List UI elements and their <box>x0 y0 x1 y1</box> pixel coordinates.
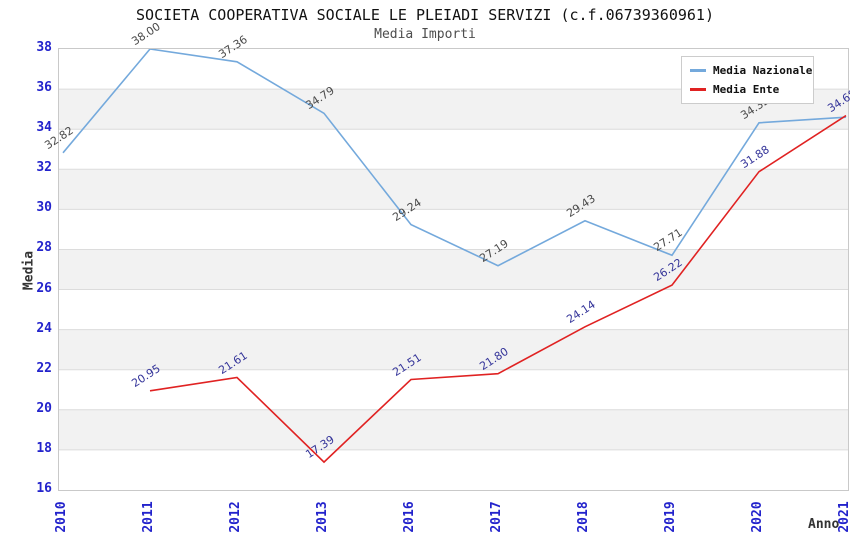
legend-label: Media Ente <box>713 83 780 96</box>
grid-band <box>59 169 848 210</box>
legend-label: Media Nazionale <box>713 64 813 77</box>
grid-band <box>59 409 848 450</box>
x-tick-label: 2010 <box>54 501 69 533</box>
y-tick-label: 34 <box>36 120 52 136</box>
x-tick-label: 2021 <box>837 501 850 533</box>
x-tick-label: 2019 <box>663 501 678 533</box>
y-tick-label: 16 <box>36 481 52 496</box>
legend-item-media-ente: Media Ente <box>682 80 813 99</box>
x-tick-label: 2011 <box>141 501 156 533</box>
y-tick-label: 28 <box>36 240 52 256</box>
y-tick-label: 22 <box>36 360 52 376</box>
chart-canvas <box>59 49 848 464</box>
y-tick-label: 24 <box>36 320 52 336</box>
y-tick-label: 26 <box>36 280 52 296</box>
grid-band <box>59 329 848 370</box>
data-point-label: 38.00 <box>129 19 163 49</box>
legend: Media Nazionale Media Ente <box>681 56 814 104</box>
plot-area: 32.82 38.00 37.36 34.79 29.24 27.19 29.43 27.71… <box>42 20 850 491</box>
x-tick-label: 2016 <box>402 501 417 533</box>
x-tick-label: 2020 <box>750 501 765 533</box>
chart-subtitle: Media Importi <box>374 27 476 42</box>
legend-swatch-red-line <box>690 88 706 91</box>
grid-band <box>59 249 848 290</box>
series-line-1 <box>149 114 847 464</box>
series-line-0 <box>62 49 847 267</box>
y-tick-label: 32 <box>36 160 52 176</box>
x-tick-label: 2017 <box>489 501 504 533</box>
legend-swatch-blue-line <box>690 69 706 72</box>
y-tick-label: 18 <box>36 440 52 456</box>
x-tick-label: 2018 <box>576 501 591 533</box>
legend-item-media-nazionale: Media Nazionale <box>682 61 813 80</box>
y-tick-label: 38 <box>36 40 52 55</box>
chart-title: SOCIETA COOPERATIVA SOCIALE LE PLEIADI S… <box>136 6 714 24</box>
x-axis-title: Anno <box>808 517 840 532</box>
y-tick-label: 30 <box>36 200 52 216</box>
x-tick-label: 2012 <box>228 501 243 533</box>
x-tick-label: 2013 <box>315 501 330 533</box>
y-tick-label: 36 <box>36 80 52 96</box>
y-tick-label: 20 <box>36 400 52 416</box>
